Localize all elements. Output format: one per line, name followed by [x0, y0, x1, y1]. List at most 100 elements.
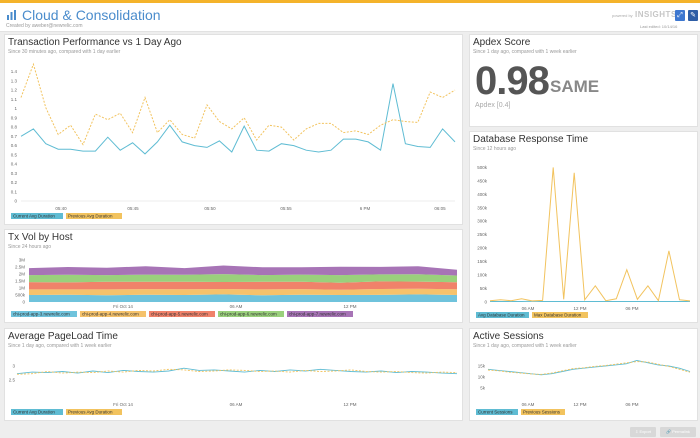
legend-item: chi-prod-app-4.newrelic.com	[82, 312, 139, 317]
y-tick-label: 1.1	[11, 97, 18, 102]
y-tick-label: 350k	[477, 205, 488, 210]
permalink-button[interactable]: 🔗 Permalink	[660, 427, 696, 437]
y-tick-label: 0	[484, 300, 487, 305]
panel-subtitle: Since 30 minutes ago, compared with 1 da…	[8, 49, 121, 55]
x-tick-label: 06 AM	[522, 306, 535, 311]
panel-apdex-score: Apdex Score Since 1 day ago, compared wi…	[469, 34, 698, 127]
export-button[interactable]: ⇩ Export	[630, 427, 656, 437]
legend-swatch	[11, 409, 63, 415]
x-tick-label: 06 PM	[625, 402, 638, 407]
legend-swatch	[287, 311, 353, 317]
panel-title: Active Sessions	[473, 331, 544, 342]
x-tick-label: 06 AM	[522, 402, 535, 407]
panel-active-sessions: Active Sessions Since 1 day ago, compare…	[469, 328, 698, 421]
tx-vol-chart[interactable]: 0 500k 1M 1.5M 2M 2.5M 3M Fri Oct 14 06 AM 12 PM c…	[5, 230, 462, 322]
x-tick-label: 12 PM	[573, 402, 586, 407]
series-line	[487, 361, 691, 375]
legend-swatch	[66, 213, 122, 219]
y-tick-label: 500k	[477, 165, 488, 170]
legend-item: Previous Avg Duration	[68, 214, 113, 219]
series-line	[16, 368, 458, 375]
created-by: Created by aweber@newrelic.com	[6, 23, 83, 29]
series-line	[487, 360, 691, 376]
legend-item: Avg Database Duration	[478, 313, 525, 318]
y-tick-label: 0.3	[11, 171, 18, 176]
series-line	[20, 83, 456, 155]
apdex-value: 0.98	[475, 59, 550, 103]
x-tick-label: Fri Oct 14	[113, 304, 133, 309]
fullscreen-button[interactable]: ⤢	[675, 10, 685, 21]
pageload-chart[interactable]: 2.5 3 Fri Oct 14 06 AM 12 PM Current Avg Dura…	[5, 329, 462, 420]
y-tick-label: 0.9	[11, 115, 18, 120]
legend-swatch	[80, 311, 146, 317]
x-tick-label: 06 PM	[625, 306, 638, 311]
y-tick-label: 10k	[478, 375, 486, 380]
insights-logo: INSIGHTS	[635, 10, 677, 19]
legend-swatch	[11, 311, 77, 317]
transaction-chart[interactable]: 0 0.1 0.2 0.3 0.4 0.5 0.6 0.7 0.8 0.9 1 1.1 1.2 1.3 1.…	[5, 35, 462, 224]
legend-swatch	[149, 311, 215, 317]
active-sessions-chart[interactable]: 5k 10k 15k 06 AM 12 PM 06 PM Current Sessions P…	[470, 329, 697, 420]
y-tick-label: 0	[14, 199, 17, 204]
panel-title: Apdex Score	[473, 37, 531, 48]
x-tick-label: 05:50	[204, 206, 216, 211]
legend-item: chi-prod-app-3.newrelic.com	[13, 312, 70, 317]
panel-subtitle: Since 1 day ago, compared with 1 week ea…	[8, 343, 112, 349]
y-tick-label: 0.5	[11, 152, 18, 157]
legend-swatch	[476, 409, 518, 415]
y-tick-label: 1.2	[11, 88, 18, 93]
x-tick-label: 12 PM	[343, 402, 356, 407]
y-tick-label: 500k	[15, 293, 26, 298]
y-tick-label: 0.1	[11, 189, 18, 194]
panel-subtitle: Since 1 day ago, compared with 1 week ea…	[473, 49, 577, 55]
legend-item: Current Avg Duration	[13, 214, 55, 219]
panel-average-pageload-time: Average PageLoad Time Since 1 day ago, c…	[4, 328, 463, 421]
panel-subtitle: Since 1 day ago, compared with 1 week ea…	[473, 343, 577, 349]
y-tick-label: 1M	[19, 286, 26, 291]
legend-swatch	[11, 213, 63, 219]
x-tick-label: 05:40	[55, 206, 67, 211]
y-tick-label: 1	[14, 106, 17, 111]
x-tick-label: 06:05	[434, 206, 446, 211]
panel-transaction-performance: Transaction Performance vs 1 Day Ago Sin…	[4, 34, 463, 225]
y-tick-label: 100k	[477, 273, 488, 278]
x-tick-label: 6 PM	[360, 206, 371, 211]
y-tick-label: 1.4	[11, 69, 18, 74]
y-tick-label: 250k	[477, 232, 488, 237]
y-tick-label: 0	[22, 300, 25, 305]
legend-swatch	[66, 409, 122, 415]
y-tick-label: 0.2	[11, 180, 18, 185]
edit-button[interactable]: ✎	[688, 10, 698, 21]
panel-title: Average PageLoad Time	[8, 331, 118, 342]
dashboard-title[interactable]: Cloud & Consolidation	[22, 7, 161, 23]
legend-swatch	[532, 312, 588, 318]
area-series	[29, 281, 457, 290]
fullscreen-icon: ⤢	[677, 12, 683, 19]
x-tick-label: 05:55	[280, 206, 292, 211]
y-tick-label: 50k	[480, 286, 488, 291]
legend-item: chi-prod-app-6.newrelic.com	[220, 312, 277, 317]
legend-item: Current Sessions	[478, 410, 513, 415]
series-line	[20, 62, 456, 146]
y-tick-label: 0.4	[11, 162, 18, 167]
panel-title: Transaction Performance vs 1 Day Ago	[8, 37, 182, 48]
pencil-icon: ✎	[690, 12, 696, 19]
accent-bar	[0, 0, 700, 3]
y-tick-label: 0.6	[11, 143, 18, 148]
x-tick-label: 12 PM	[573, 306, 586, 311]
apdex-comparison: SAME	[550, 77, 600, 96]
area-series	[29, 294, 457, 302]
panel-subtitle: Since 12 hours ago	[473, 146, 517, 152]
y-tick-label: 400k	[477, 192, 488, 197]
legend-item: Current Avg Duration	[13, 410, 55, 415]
area-series	[29, 274, 457, 283]
y-tick-label: 450k	[477, 178, 488, 183]
legend-item: Previous Avg Duration	[68, 410, 113, 415]
database-response-chart[interactable]: 0 50k 100k 150k 200k 250k 300k 350k 400k 450k 500k…	[470, 132, 697, 322]
y-tick-label: 15k	[478, 364, 486, 369]
series-line	[16, 367, 458, 375]
y-tick-label: 3	[12, 364, 15, 369]
bar-chart-icon	[7, 10, 16, 20]
x-tick-label: 06 AM	[230, 402, 243, 407]
legend-item: chi-prod-app-7.newrelic.com	[289, 312, 346, 317]
